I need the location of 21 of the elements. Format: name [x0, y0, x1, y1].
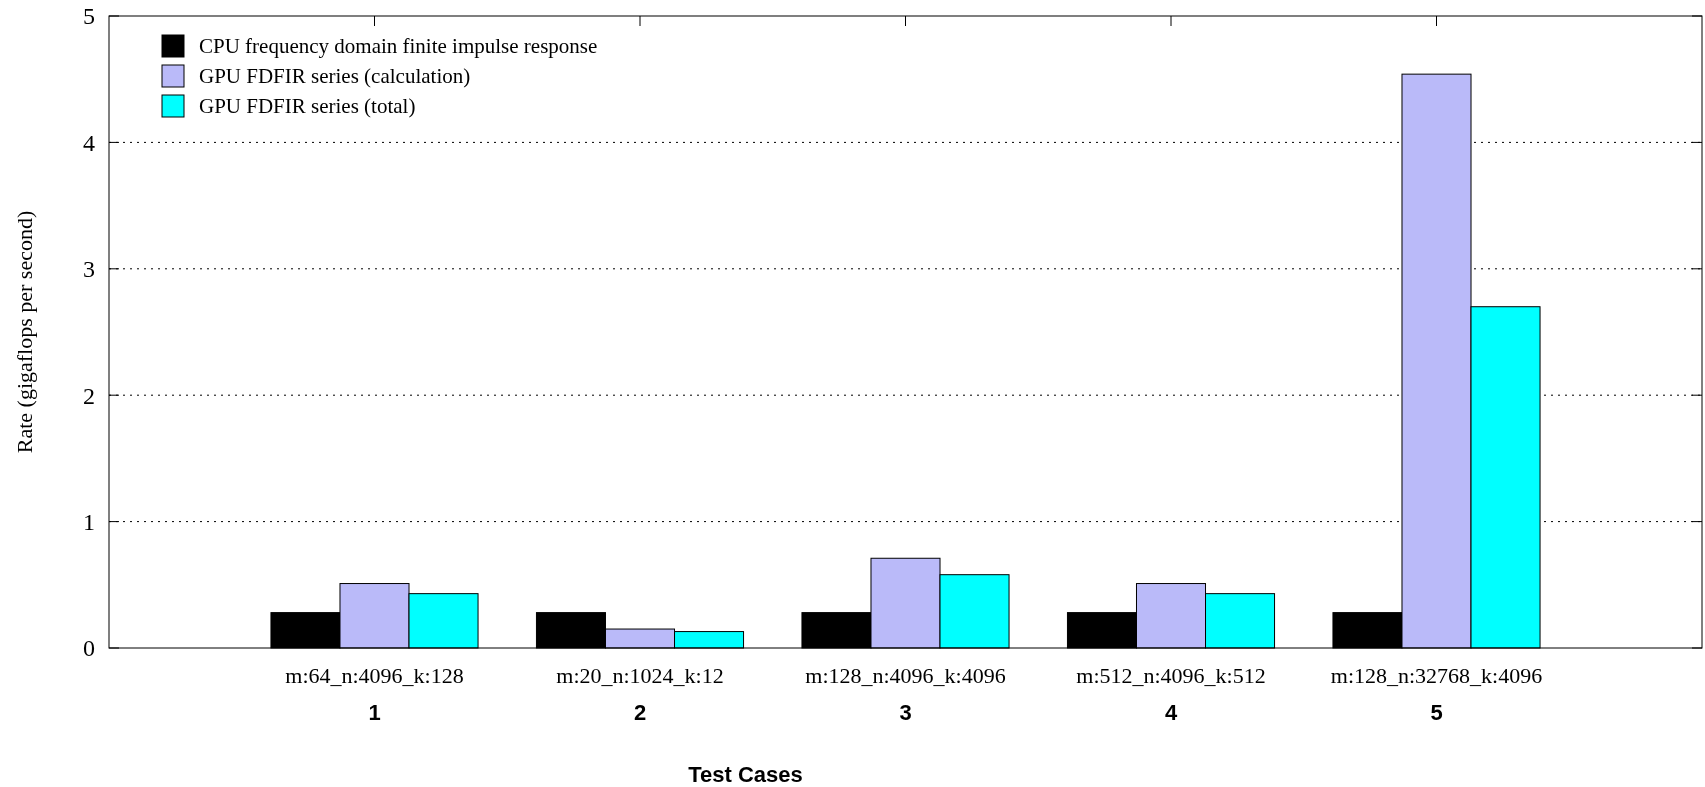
legend-label: GPU FDFIR series (calculation): [199, 64, 471, 89]
y-tick-label: 4: [83, 129, 95, 156]
x-axis-title: Test Cases: [688, 762, 803, 787]
x-tick-label: 4: [1164, 700, 1178, 725]
text: m:512_n:4096_k:512: [1076, 663, 1266, 688]
x-tick-label: 5: [1430, 700, 1443, 725]
x-tick-label: 2: [633, 700, 647, 725]
y-tick-label: 2: [83, 382, 95, 409]
y-tick-label: 5: [83, 3, 95, 30]
y-tick-label: 1: [83, 509, 95, 535]
y-tick-label: 0: [83, 635, 95, 662]
text: m:64_n:4096_k:128: [285, 663, 464, 688]
legend-label: CPU frequency domain finite impulse response: [199, 34, 598, 59]
y-tick-label: 3: [83, 256, 95, 283]
text: m:20_n:1024_k:12: [556, 663, 724, 688]
legend-label: GPU FDFIR series (total): [199, 94, 416, 119]
text: m:128_n:4096_k:4096: [805, 663, 1006, 688]
x-tick-label: 1: [368, 700, 381, 725]
text: m:128_n:32768_k:4096: [1330, 663, 1543, 688]
x-tick-label: 3: [899, 700, 912, 725]
y-axis-title: Rate (gigaflops per second): [12, 210, 37, 454]
